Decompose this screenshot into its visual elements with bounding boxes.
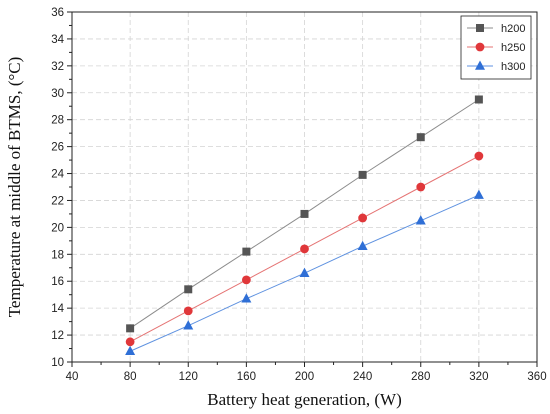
axis-ticks [67, 11, 538, 367]
y-tick-label: 36 [51, 7, 64, 19]
y-tick-label: 24 [51, 169, 64, 181]
legend: h200 h250 h300 [460, 15, 532, 80]
series-h300 [125, 189, 484, 356]
data-point-h300 [125, 345, 136, 356]
data-point-h200 [416, 133, 425, 142]
legend-marker [476, 24, 484, 32]
y-tick-label: 32 [51, 61, 64, 73]
y-tick-label: 30 [51, 88, 64, 100]
data-point-h250 [358, 213, 368, 223]
series [125, 95, 484, 356]
x-tick-label: 200 [295, 371, 314, 383]
data-point-h250 [474, 151, 484, 161]
data-point-h300 [473, 189, 484, 199]
data-point-h200 [474, 95, 483, 104]
y-tick-label: 14 [51, 303, 64, 315]
legend-item-h200: h200 [467, 23, 525, 35]
series-h200 [126, 95, 483, 333]
x-tick-labels: 40 80 120 160 200 240 280 320 360 [66, 371, 547, 383]
data-point-h250 [241, 275, 251, 285]
data-point-h250 [416, 182, 426, 192]
data-point-h200 [126, 324, 135, 333]
data-point-h200 [242, 247, 251, 256]
y-axis-title: Temperature at middle of BTMS, (°C) [5, 57, 24, 318]
y-tick-label: 16 [51, 276, 64, 288]
data-point-h300 [357, 240, 368, 251]
y-tick-label: 28 [51, 115, 64, 127]
x-tick-label: 240 [353, 371, 372, 383]
y-tick-labels: 10 12 14 16 18 20 22 24 26 28 30 32 34 36 [51, 7, 64, 369]
data-point-h300 [299, 267, 310, 277]
legend-label: h250 [501, 42, 525, 54]
x-tick-label: 80 [124, 371, 137, 383]
x-tick-label: 40 [66, 371, 79, 383]
y-tick-label: 22 [51, 195, 64, 207]
x-tick-label: 360 [527, 371, 546, 383]
data-point-h300 [415, 215, 426, 225]
y-tick-label: 34 [51, 34, 64, 46]
y-tick-label: 10 [51, 357, 64, 369]
x-tick-label: 160 [237, 371, 256, 383]
legend-marker [475, 60, 485, 70]
x-tick-label: 120 [179, 371, 198, 383]
data-point-h200 [184, 285, 193, 294]
data-point-h250 [125, 337, 135, 347]
data-point-h300 [183, 320, 194, 330]
legend-label: h300 [501, 61, 525, 73]
data-point-h200 [358, 170, 367, 179]
y-tick-label: 20 [51, 222, 64, 234]
data-point-h250 [300, 244, 309, 254]
y-tick-label: 26 [51, 142, 64, 154]
data-point-h250 [183, 306, 193, 316]
legend-item-h300: h300 [467, 60, 525, 73]
legend-label: h200 [501, 23, 525, 35]
x-tick-label: 280 [411, 371, 430, 383]
legend-item-h250: h250 [467, 42, 525, 54]
x-tick-label: 320 [469, 371, 488, 383]
data-point-h200 [300, 209, 309, 218]
x-axis-title: Battery heat generation, (W) [207, 390, 401, 409]
series-h250 [125, 151, 484, 347]
y-tick-label: 18 [51, 249, 64, 261]
data-point-h300 [241, 293, 252, 303]
legend-marker [475, 42, 485, 52]
y-tick-label: 12 [51, 330, 64, 342]
